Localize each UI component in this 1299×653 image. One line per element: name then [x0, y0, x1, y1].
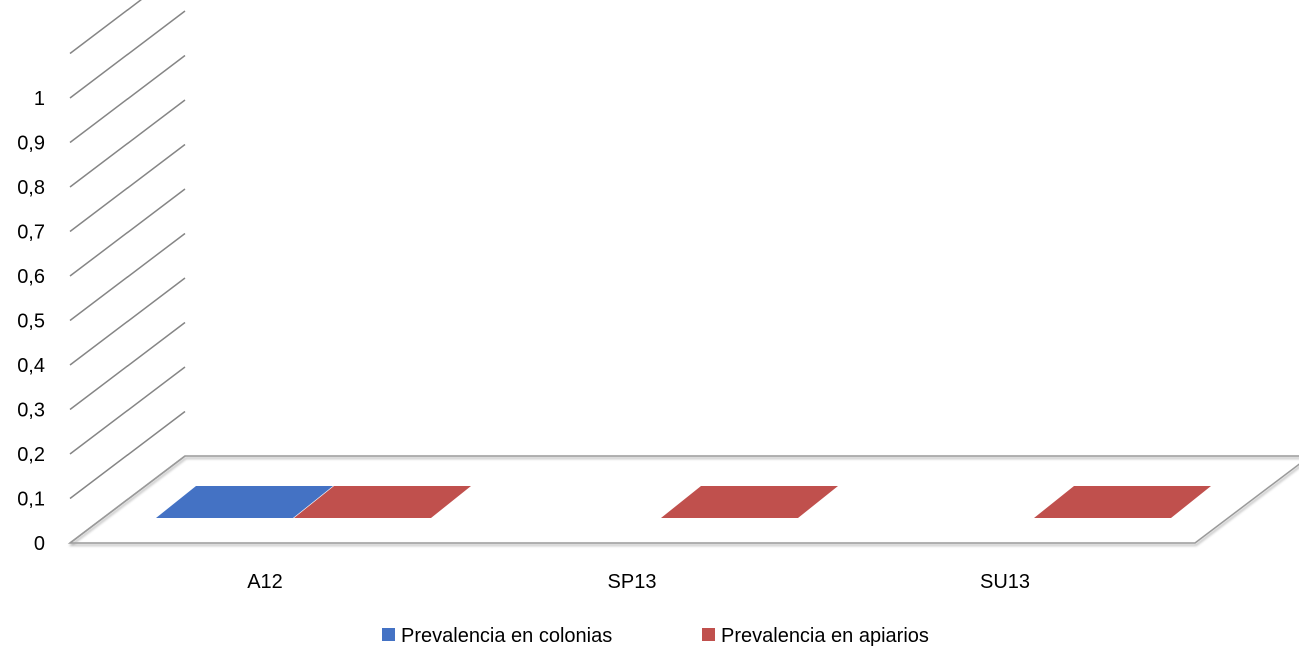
x-category-label: SP13: [608, 571, 657, 593]
y-tick-label: 0,8: [17, 177, 45, 199]
floor: [67, 455, 1299, 544]
side-gridline: [69, 410, 186, 500]
side-gridline: [69, 99, 186, 188]
y-tick-label: 0,6: [17, 266, 45, 288]
y-tick-label: 0,4: [17, 355, 45, 377]
x-axis-labels: A12 SP13 SU13: [247, 571, 1030, 593]
side-gridline: [69, 54, 186, 144]
y-tick-label: 0,1: [17, 489, 45, 511]
side-gridline: [69, 366, 186, 455]
y-tick-label: 0,5: [17, 311, 45, 333]
side-gridline: [69, 321, 186, 411]
gridlines: [67, 0, 1299, 544]
y-tick-label: 0: [34, 533, 45, 555]
y-tick-label: 0,9: [17, 133, 45, 155]
y-tick-label: 1: [34, 88, 45, 110]
y-tick-label: 0,7: [17, 222, 45, 244]
bar-apiarios-sp13: [661, 486, 838, 518]
legend-label-colonias: Prevalencia en colonias: [401, 625, 612, 647]
side-gridline: [69, 143, 186, 233]
side-gridline: [69, 10, 186, 99]
side-gridline: [69, 0, 142, 55]
side-gridline: [69, 277, 186, 366]
bar-apiarios-a12: [294, 486, 471, 518]
side-gridline: [69, 188, 186, 277]
y-tick-label: 0,3: [17, 400, 45, 422]
legend-swatch-apiarios: [702, 628, 715, 641]
x-category-label: A12: [247, 571, 283, 593]
bars: [156, 486, 1211, 518]
legend-label-apiarios: Prevalencia en apiarios: [721, 625, 929, 647]
bar-colonias-a12: [156, 486, 333, 518]
x-category-label: SU13: [980, 571, 1030, 593]
legend-swatch-colonias: [382, 628, 395, 641]
legend: Prevalencia en colonias Prevalencia en ap…: [382, 625, 929, 647]
side-gridline: [69, 232, 186, 322]
y-axis-ticks: 0 0,1 0,2 0,3 0,4 0,5 0,6 0,7 0,8 0,9 1: [17, 88, 45, 555]
y-tick-label: 0,2: [17, 444, 45, 466]
bar-apiarios-su13: [1034, 486, 1211, 518]
